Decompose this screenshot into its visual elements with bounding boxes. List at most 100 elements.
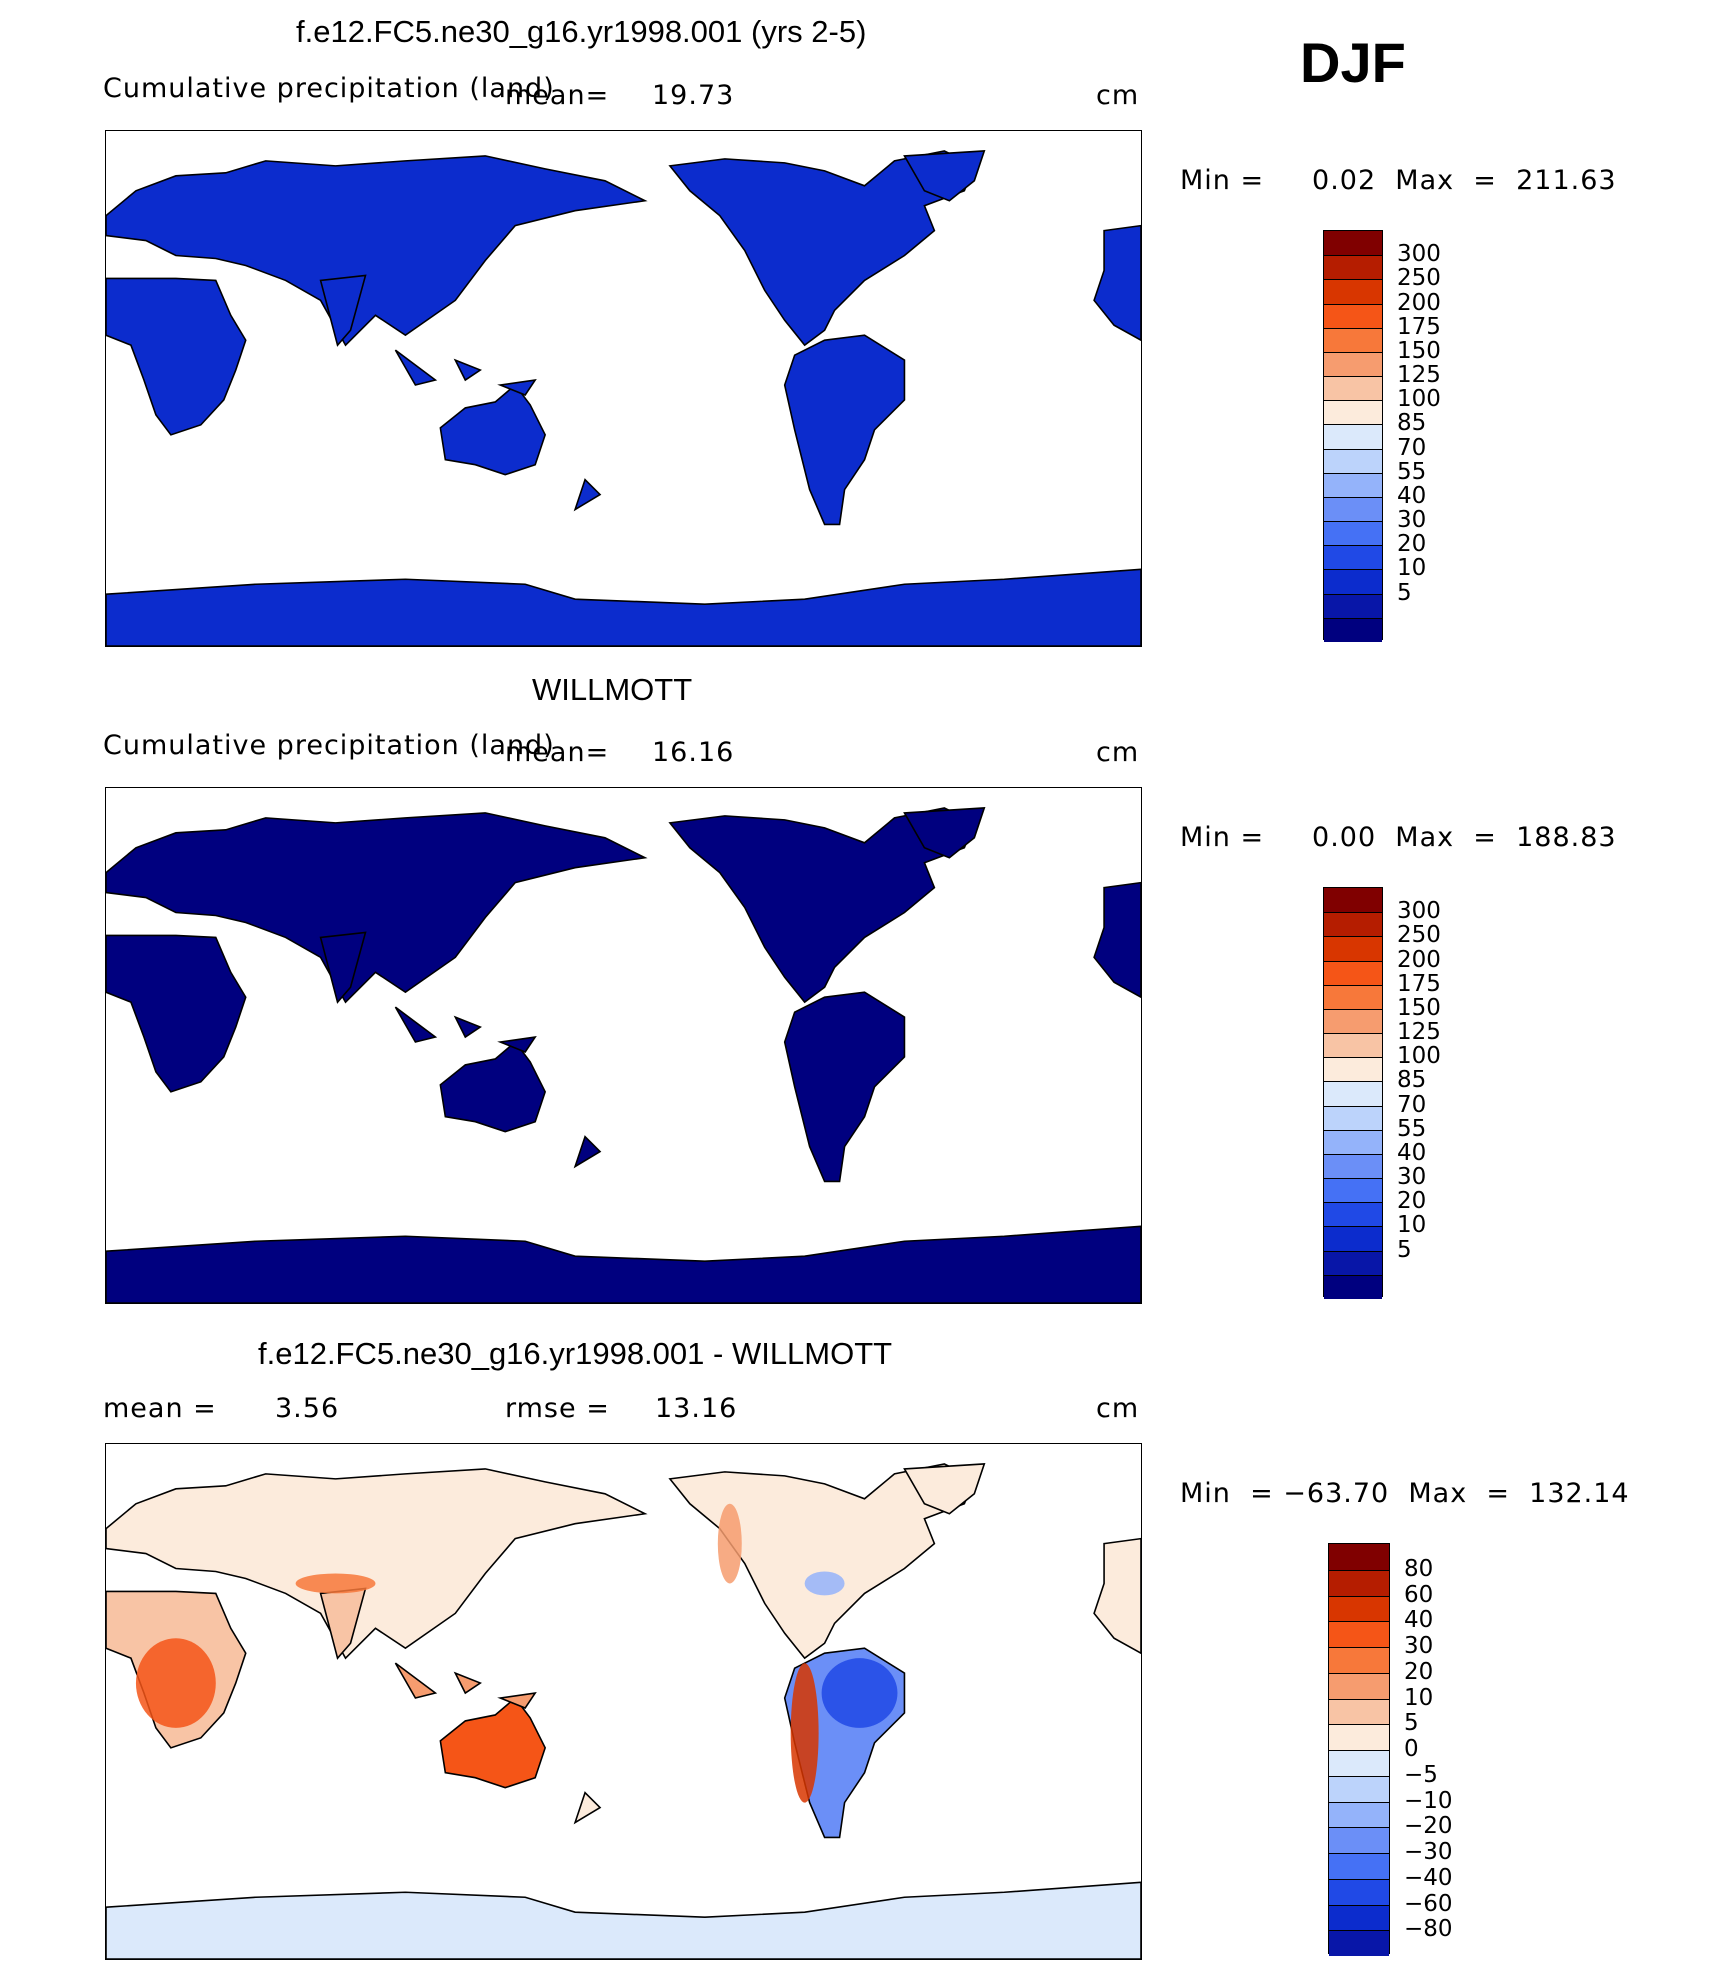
model-precip-map [106,150,1141,646]
panel1-minmax: Min = 0.02 Max = 211.63 [1180,165,1617,196]
colorbar-tick-label: 5 [1404,1710,1419,1737]
colorbar-tick-label: 30 [1404,1633,1434,1659]
colorbar-swatch [1329,1853,1389,1879]
season-label: DJF [1300,31,1406,94]
indonesia-islands [394,349,537,396]
panel2-title: WILLMOTT [532,672,693,707]
colorbar-tick-label: 70 [1397,1091,1427,1118]
north-america-landmass [668,1463,976,1660]
east-atlantic-landmass [1093,1537,1141,1655]
new-zealand-islands [573,1135,602,1169]
colorbar-tick-label: 200 [1397,946,1441,973]
colorbar-swatch [1324,255,1382,280]
panel3-minmax: Min = −63.70 Max = 132.14 [1180,1478,1630,1509]
colorbar-swatch [1324,303,1382,328]
colorbar-tick-label: 100 [1397,1043,1441,1070]
colorbar-swatch [1329,1647,1389,1673]
colorbar-swatch [1329,1930,1389,1956]
colorbar-swatch [1329,1621,1389,1647]
colorbar-tick-label: 40 [1404,1607,1434,1634]
colorbar-swatch [1324,1081,1382,1106]
colorbar-swatch [1324,1226,1382,1251]
andes-wet-bias [790,1663,819,1803]
colorbar-swatch [1324,279,1382,304]
colorbar-swatch [1324,1033,1382,1058]
colorbar-tick-label: 60 [1404,1581,1434,1608]
colorbar-swatch [1324,1250,1382,1275]
colorbar-swatch [1324,936,1382,961]
colorbar-tick-label: −60 [1404,1890,1453,1917]
colorbar-tick-label: 150 [1397,994,1441,1021]
colorbar-swatch [1324,327,1382,352]
north-america-west-coast-bias [717,1503,742,1584]
colorbar-swatch [1329,1750,1389,1776]
colorbar-swatch [1329,1775,1389,1802]
colorbar-swatch [1324,593,1382,618]
colorbar-tick-label: 5 [1397,579,1412,606]
colorbar-swatch [1329,1801,1389,1828]
new-zealand-islands [573,478,602,512]
colorbar-swatch [1329,1878,1389,1905]
eurasia-landmass [106,155,648,347]
south-america-landmass [783,991,906,1183]
panel3-colorbar [1328,1543,1390,1956]
colorbar-swatch [1324,1178,1382,1203]
panel3-units: cm [1096,1393,1140,1424]
new-zealand-islands [573,1791,602,1825]
north-america-landmass [668,150,976,347]
antarctica-landmass [106,1881,1141,1959]
colorbar-tick-label: 125 [1397,1019,1441,1046]
colorbar-swatch [1324,1129,1382,1154]
panel1-units: cm [1096,80,1140,111]
colorbar-tick-label: −20 [1404,1813,1453,1840]
panel3-mean-label: mean = [103,1393,217,1424]
antarctica-landmass [106,1225,1141,1303]
panel2-subtitle: Cumulative precipitation (land) [103,730,555,761]
colorbar-tick-label: −10 [1404,1787,1453,1814]
colorbar-swatch [1324,424,1382,449]
colorbar-tick-label: 10 [1404,1684,1434,1711]
panel2-mean-label: mean= [505,737,610,768]
colorbar-tick-label: −30 [1404,1839,1453,1865]
panel1-mean-value: 19.73 [652,80,735,111]
colorbar-swatch [1324,1274,1382,1299]
colorbar-tick-label: 125 [1397,362,1441,389]
colorbar-tick-label: 100 [1397,386,1441,413]
colorbar-swatch [1324,231,1382,256]
obs-precip-map [106,807,1141,1303]
colorbar-tick-label: 40 [1397,482,1427,509]
colorbar-tick-label: 20 [1397,531,1427,558]
indonesia-islands [394,1006,537,1053]
indonesia-islands [394,1662,537,1709]
colorbar-swatch [1324,400,1382,425]
colorbar-tick-label: 250 [1397,922,1441,949]
colorbar-tick-label: 55 [1397,458,1427,485]
himalaya-wet-bias [295,1573,376,1594]
colorbar-tick-label: 150 [1397,337,1441,364]
colorbar-tick-label: 300 [1397,241,1441,268]
colorbar-tick-label: 55 [1397,1115,1427,1142]
colorbar-swatch [1324,617,1382,642]
panel3-mean-value: 3.56 [275,1393,340,1424]
colorbar-swatch [1324,545,1382,570]
colorbar-tick-label: −80 [1404,1916,1453,1943]
colorbar-tick-label: 85 [1397,410,1427,437]
greenland-landmass [903,150,986,202]
colorbar-swatch [1324,888,1382,913]
colorbar-swatch [1329,1827,1389,1853]
colorbar-swatch [1329,1724,1389,1750]
north-america-landmass [668,807,976,1004]
eurasia-landmass [106,1468,648,1660]
colorbar-swatch [1329,1698,1389,1725]
panel2-map [105,787,1142,1304]
colorbar-swatch [1329,1544,1389,1570]
colorbar-tick-label: 300 [1397,898,1441,925]
australia-landmass [439,383,547,476]
colorbar-swatch [1324,984,1382,1009]
colorbar-swatch [1329,1904,1389,1931]
colorbar-tick-label: 5 [1397,1236,1412,1263]
antarctica-landmass [106,568,1141,646]
colorbar-swatch [1324,960,1382,985]
colorbar-tick-label: 175 [1397,313,1441,340]
panel3-rmse-label: rmse = [505,1393,610,1424]
